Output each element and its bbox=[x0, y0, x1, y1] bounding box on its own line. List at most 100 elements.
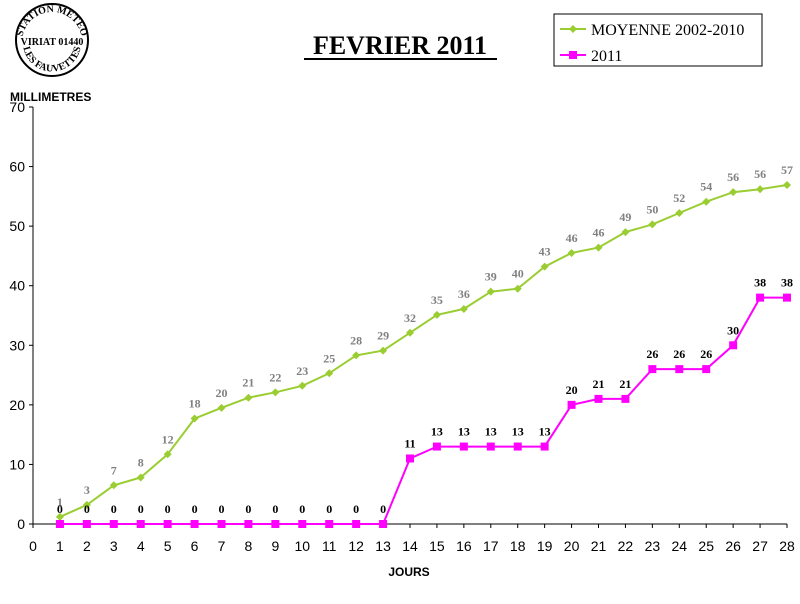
data-label-2011: 30 bbox=[727, 323, 739, 337]
x-tick-label: 4 bbox=[137, 538, 145, 554]
station-stamp: STATION METEO VIRIAT 01440 LES FAUVETTES bbox=[15, 3, 89, 77]
x-tick-label: 7 bbox=[218, 538, 226, 554]
chart-title: FEVRIER 2011 bbox=[313, 31, 487, 60]
x-tick-label: 5 bbox=[164, 538, 172, 554]
x-tick-label: 25 bbox=[698, 538, 714, 554]
point-2011-marker bbox=[594, 394, 603, 403]
average-point-marker bbox=[163, 450, 172, 459]
data-label-2011: 13 bbox=[512, 425, 524, 439]
data-label-2011: 0 bbox=[299, 502, 305, 516]
data-label-2011: 13 bbox=[458, 425, 470, 439]
x-tick-label: 8 bbox=[245, 538, 253, 554]
average-point-marker bbox=[783, 181, 791, 190]
x-tick-label: 10 bbox=[294, 538, 310, 554]
legend: MOYENNE 2002-2010 2011 bbox=[553, 13, 763, 67]
x-tick-label: 3 bbox=[110, 538, 118, 554]
average-point-marker bbox=[486, 287, 495, 296]
average-data-label: 12 bbox=[162, 432, 174, 446]
point-2011-marker bbox=[217, 520, 226, 528]
data-label-2011: 0 bbox=[219, 502, 225, 516]
x-ticks: 0 1 2 3 4 5 6 7 8 9 10 11 12 13 14 15 16 17 18 19 20 21 22 23 24… bbox=[29, 524, 795, 554]
point-2011-marker bbox=[756, 293, 765, 302]
average-point-marker bbox=[567, 248, 576, 257]
average-point-marker bbox=[594, 243, 603, 252]
point-2011-marker bbox=[406, 454, 414, 463]
point-2011-marker bbox=[352, 520, 361, 528]
stamp-line-mid: VIRIAT 01440 bbox=[21, 37, 84, 48]
y-tick-label: 20 bbox=[9, 397, 25, 413]
x-tick-label: 13 bbox=[375, 538, 391, 554]
data-label-2011: 11 bbox=[404, 436, 415, 450]
point-2011-marker bbox=[163, 520, 172, 528]
average-point-marker bbox=[756, 185, 765, 194]
average-data-label: 54 bbox=[700, 180, 712, 194]
data-label-2011: 0 bbox=[84, 502, 90, 516]
average-point-marker bbox=[675, 209, 684, 218]
point-2011-marker bbox=[298, 520, 307, 528]
x-tick-label: 6 bbox=[191, 538, 199, 554]
data-label-2011: 38 bbox=[781, 276, 793, 290]
average-data-label: 8 bbox=[138, 456, 144, 470]
x-tick-label: 11 bbox=[322, 538, 337, 554]
average-point-marker bbox=[271, 388, 280, 397]
average-point-marker bbox=[55, 512, 64, 521]
average-data-label: 36 bbox=[458, 287, 470, 301]
average-data-label: 25 bbox=[323, 351, 335, 365]
point-2011-marker bbox=[729, 341, 738, 350]
average-data-label: 3 bbox=[84, 483, 90, 497]
point-2011-marker bbox=[379, 520, 388, 528]
point-2011-marker bbox=[136, 520, 145, 528]
y-tick-label: 60 bbox=[9, 159, 25, 175]
point-2011-marker bbox=[540, 442, 549, 451]
average-data-label: 20 bbox=[216, 386, 228, 400]
x-tick-label: 1 bbox=[56, 538, 64, 554]
point-2011-marker bbox=[459, 442, 468, 451]
average-point-marker bbox=[325, 369, 334, 378]
point-2011-marker bbox=[190, 520, 199, 528]
average-point-marker bbox=[621, 228, 630, 237]
average-data-label: 23 bbox=[296, 364, 308, 378]
data-label-2011: 0 bbox=[138, 502, 144, 516]
average-point-marker bbox=[190, 414, 199, 423]
average-data-label: 1 bbox=[57, 495, 63, 509]
average-point-marker bbox=[352, 351, 361, 360]
data-label-2011: 0 bbox=[380, 502, 386, 516]
point-2011-marker bbox=[621, 394, 630, 403]
average-series-line bbox=[59, 184, 788, 518]
data-label-2011: 0 bbox=[111, 502, 117, 516]
x-tick-label: 15 bbox=[429, 538, 445, 554]
average-point-marker bbox=[136, 473, 145, 482]
average-data-label: 22 bbox=[269, 370, 281, 384]
average-data-label: 46 bbox=[593, 226, 605, 240]
average-point-marker bbox=[459, 304, 468, 313]
data-label-2011: 13 bbox=[431, 425, 443, 439]
x-tick-label: 18 bbox=[510, 538, 526, 554]
average-point-marker bbox=[729, 188, 738, 197]
point-2011-marker bbox=[82, 520, 91, 528]
data-label-2011: 13 bbox=[539, 425, 551, 439]
data-label-2011: 13 bbox=[485, 425, 497, 439]
legend-marker-2011 bbox=[569, 51, 577, 59]
x-tick-label: 2 bbox=[83, 538, 91, 554]
y-tick-label: 10 bbox=[9, 456, 25, 472]
average-point-marker bbox=[648, 220, 657, 229]
y-tick-label: 70 bbox=[9, 99, 25, 115]
x-tick-label: 0 bbox=[29, 538, 37, 554]
average-data-label: 46 bbox=[566, 231, 578, 245]
point-2011-marker bbox=[325, 520, 334, 528]
average-data-label: 18 bbox=[189, 397, 201, 411]
y-axis-title: MILLIMETRES bbox=[10, 90, 91, 104]
data-label-2011: 0 bbox=[57, 502, 63, 516]
average-point-marker bbox=[217, 403, 226, 412]
point-2011-marker bbox=[702, 365, 711, 374]
average-data-label: 40 bbox=[512, 267, 524, 281]
point-2011-marker bbox=[432, 442, 441, 451]
average-data-label: 50 bbox=[646, 202, 658, 216]
data-label-2011: 0 bbox=[165, 502, 171, 516]
legend-box bbox=[553, 13, 763, 67]
average-data-label: 56 bbox=[727, 170, 739, 184]
x-tick-label: 12 bbox=[348, 538, 364, 554]
average-point-marker bbox=[82, 500, 91, 509]
data-label-2011: 21 bbox=[593, 377, 605, 391]
